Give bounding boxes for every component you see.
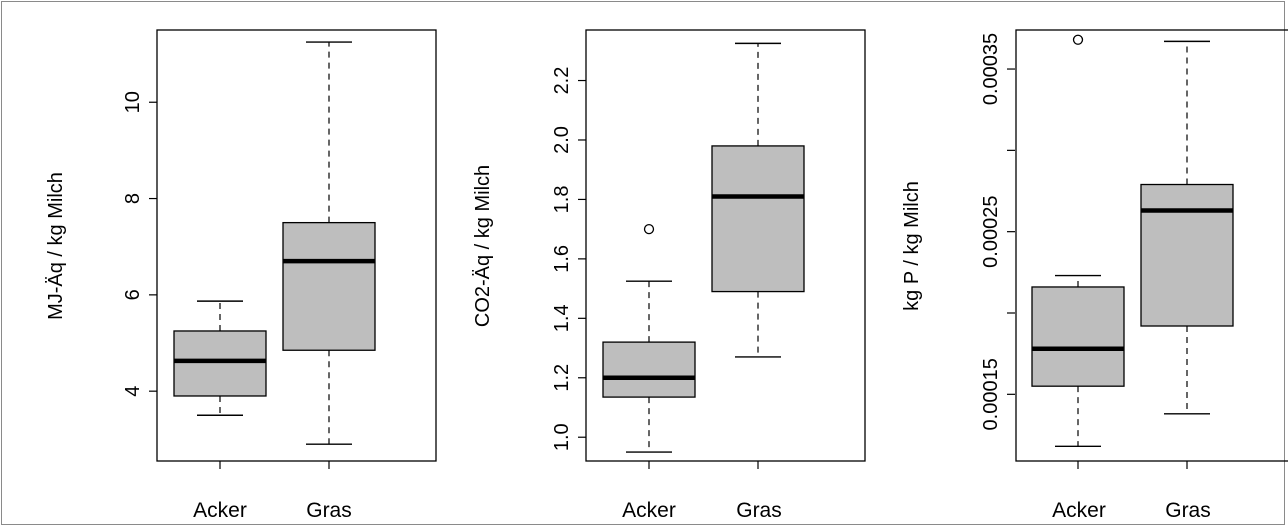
iqr-box (282, 221, 376, 351)
ytick-label: 1.6 (551, 245, 573, 273)
ytick-label: 2.2 (551, 67, 573, 95)
ylabel-energy: MJ-Äq / kg Milch (45, 172, 67, 320)
ytick-label: 1.8 (551, 186, 573, 214)
marks-co2: 1.0 1.2 1.4 1.6 1.8 2.0 2.2 (551, 42, 805, 469)
ytick-label: 6 (122, 289, 144, 300)
ytick-label: 8 (122, 193, 144, 204)
ytick-label: 1.0 (551, 423, 573, 451)
ytick-label: 4 (122, 386, 144, 397)
iqr-box (1140, 183, 1234, 327)
xtick-label-acker: Acker (1052, 499, 1106, 522)
panel-co2: 1.01.21.41.61.82.02.2 CO2-Äq / kg Milch … (472, 29, 866, 522)
iqr-box (173, 330, 267, 397)
ylabel-phosphorus: kg P / kg Milch (901, 181, 923, 311)
ytick-label: 0.00035 (980, 33, 1002, 105)
ytick-label: 1.4 (551, 304, 573, 332)
xtick-label-acker: Acker (193, 499, 247, 522)
outlier-point (1072, 34, 1084, 45)
ytick-label: 0.00015 (980, 358, 1002, 430)
xtick-label-gras: Gras (1165, 499, 1211, 522)
ytick-label: 2.0 (551, 126, 573, 154)
iqr-box (602, 341, 696, 398)
iqr-box (1031, 286, 1125, 387)
ytick-label: 10 (122, 91, 144, 113)
plot-box-co2 (585, 29, 866, 462)
ylabel-co2: CO2-Äq / kg Milch (472, 165, 494, 327)
plot-box-energy (156, 29, 437, 462)
iqr-box (711, 145, 805, 293)
panel-phosphorus: 0.00015 0.00025 0.00035 kg P / kg Milch Ac… (901, 29, 1288, 522)
xtick-label-gras: Gras (736, 499, 782, 522)
ytick-label: 0.00025 (980, 196, 1002, 268)
marks-phosphorus: 0.00015 0.00025 0.00035 (980, 33, 1234, 469)
xtick-label-acker: Acker (622, 499, 676, 522)
panel-energy: 4 6 8 10 MJ-Äq / kg Milch Acker Gras (45, 29, 437, 522)
outlier-point (643, 224, 655, 235)
ytick-label: 1.2 (551, 364, 573, 392)
xtick-label-gras: Gras (306, 499, 352, 522)
plot-box-phosphorus (1015, 29, 1288, 462)
marks-energy: 4 6 8 10 (122, 41, 376, 469)
